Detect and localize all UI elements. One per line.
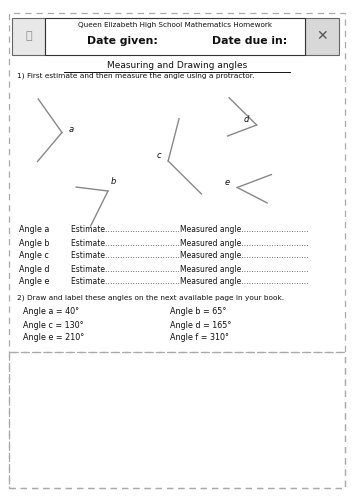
Text: Angle d: Angle d	[19, 264, 50, 274]
Text: d: d	[243, 114, 249, 124]
Text: Angle d = 165°: Angle d = 165°	[170, 320, 231, 330]
Text: Angle b = 65°: Angle b = 65°	[170, 308, 226, 316]
Text: Ⓔ: Ⓔ	[25, 31, 32, 41]
Text: b: b	[111, 178, 116, 186]
Text: 2) Draw and label these angles on the next available page in your book.: 2) Draw and label these angles on the ne…	[17, 294, 284, 300]
Text: Date due in:: Date due in:	[212, 36, 288, 46]
Text: 1) First estimate and then measure the angle using a protractor.: 1) First estimate and then measure the a…	[17, 72, 255, 79]
Text: Estimate…………………………Measured angle………………………: Estimate…………………………Measured angle………………………	[71, 252, 309, 260]
Text: c: c	[156, 152, 161, 160]
Bar	[9, 352, 345, 488]
Text: Estimate…………………………Measured angle………………………: Estimate…………………………Measured angle………………………	[71, 264, 309, 274]
Text: Angle f = 310°: Angle f = 310°	[170, 334, 229, 342]
Text: a: a	[68, 125, 73, 134]
Text: Angle a = 40°: Angle a = 40°	[23, 308, 79, 316]
Text: Estimate…………………………Measured angle………………………: Estimate…………………………Measured angle………………………	[71, 238, 309, 248]
Text: Measuring and Drawing angles: Measuring and Drawing angles	[107, 62, 247, 70]
Text: e: e	[225, 178, 230, 187]
Text: Date given:: Date given:	[87, 36, 158, 46]
Text: Angle a: Angle a	[19, 226, 50, 234]
Bar	[305, 18, 339, 55]
Bar	[45, 18, 305, 55]
Text: Queen Elizabeth High School Mathematics Homework: Queen Elizabeth High School Mathematics …	[78, 22, 272, 28]
Bar	[12, 18, 45, 55]
Text: Angle b: Angle b	[19, 238, 50, 248]
Text: Angle e: Angle e	[19, 278, 50, 286]
Text: Angle e = 210°: Angle e = 210°	[23, 334, 84, 342]
Text: Angle c = 130°: Angle c = 130°	[23, 320, 84, 330]
Text: Estimate…………………………Measured angle………………………: Estimate…………………………Measured angle………………………	[71, 226, 309, 234]
Text: Estimate…………………………Measured angle………………………: Estimate…………………………Measured angle………………………	[71, 278, 309, 286]
Text: ✕: ✕	[316, 29, 327, 43]
Text: Angle c: Angle c	[19, 252, 49, 260]
